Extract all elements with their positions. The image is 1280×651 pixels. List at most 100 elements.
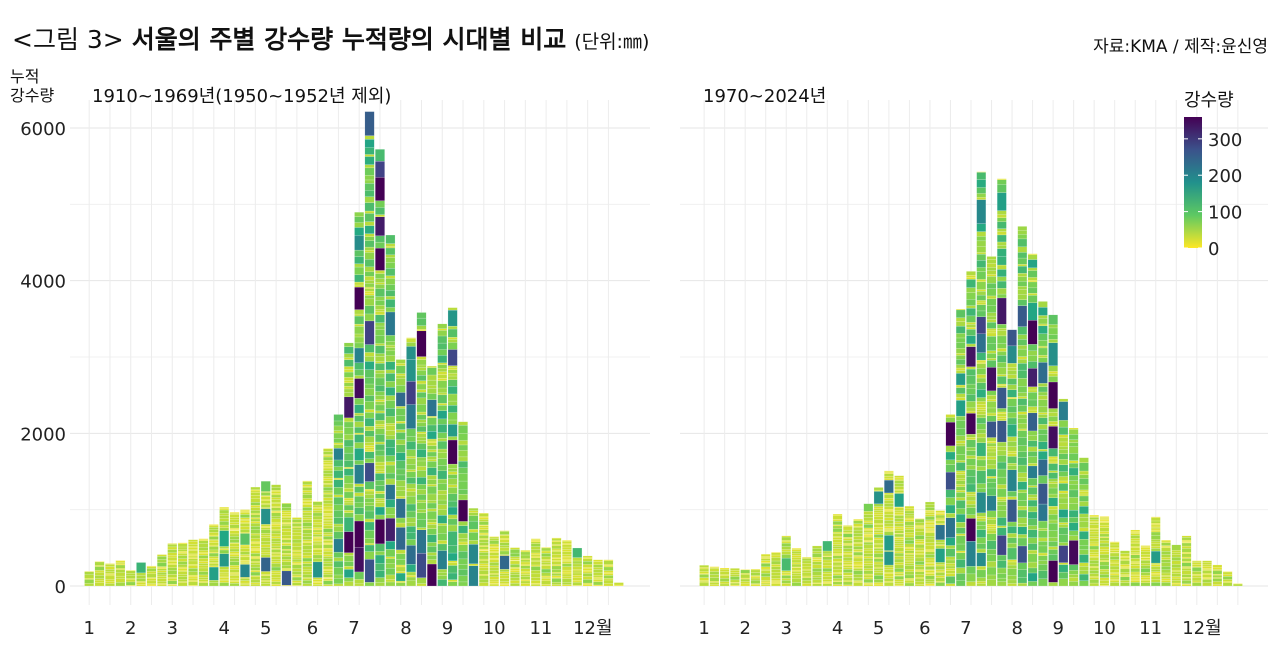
bar-segment xyxy=(945,445,956,453)
bar-segment xyxy=(1161,550,1171,555)
bar-week-14 xyxy=(832,513,843,587)
bar-segment xyxy=(1017,577,1028,584)
bar-segment xyxy=(292,522,302,527)
bar-segment xyxy=(1099,577,1110,581)
bar-segment xyxy=(354,375,365,379)
x-tick-label: 11 xyxy=(529,618,552,639)
bar-segment xyxy=(1130,582,1141,587)
bar-segment xyxy=(333,557,344,562)
bar-segment xyxy=(822,562,833,566)
bar-segment xyxy=(572,547,583,558)
bar-segment xyxy=(1017,534,1028,539)
bar-segment xyxy=(271,545,281,549)
bar-segment xyxy=(458,538,468,543)
bar-segment xyxy=(1120,564,1130,567)
bar-segment xyxy=(945,556,956,561)
bar-segment xyxy=(323,550,333,555)
bar-segment xyxy=(229,567,240,570)
bar-segment xyxy=(177,564,188,568)
bar-segment xyxy=(312,508,323,511)
bar-segment xyxy=(894,492,904,494)
bar-segment xyxy=(364,383,375,389)
bar-segment xyxy=(478,527,489,530)
bar-segment xyxy=(427,449,437,453)
bar-segment xyxy=(240,584,250,587)
bar-segment xyxy=(884,492,894,495)
bar-segment xyxy=(354,583,365,587)
bar-segment xyxy=(1027,355,1038,362)
bar-segment xyxy=(240,511,250,513)
bar-segment xyxy=(1150,564,1161,567)
bar-segment xyxy=(250,521,261,524)
bar-segment xyxy=(853,574,863,578)
bar-segment xyxy=(281,570,292,586)
bar-segment xyxy=(1171,569,1182,572)
bar-segment xyxy=(1140,572,1151,576)
bar-segment xyxy=(364,135,375,140)
bar-segment xyxy=(853,568,863,571)
bar-segment xyxy=(499,571,510,574)
bar-segment xyxy=(427,475,437,480)
bar-segment xyxy=(894,527,904,531)
bar-segment xyxy=(1109,573,1120,576)
bar-segment xyxy=(125,579,136,583)
bar-segment xyxy=(375,471,385,474)
bar-segment xyxy=(530,546,541,550)
bar-week-8 xyxy=(771,551,781,587)
bar-segment xyxy=(781,550,792,555)
bar-segment xyxy=(997,178,1007,180)
bar-segment xyxy=(302,494,313,499)
bar-segment xyxy=(219,521,230,526)
bar-segment xyxy=(593,581,603,586)
bar-segment xyxy=(354,486,365,493)
bar-segment xyxy=(1089,577,1099,580)
bar-segment xyxy=(925,554,935,558)
bar-segment xyxy=(884,517,894,521)
bar-segment xyxy=(884,511,894,515)
bar-segment xyxy=(863,568,874,571)
bar-week-37 xyxy=(1068,427,1079,587)
bar-segment xyxy=(1089,549,1099,553)
bar-segment xyxy=(603,579,614,584)
bar-segment xyxy=(375,149,385,162)
bar-segment xyxy=(271,487,281,491)
bar-segment xyxy=(1130,546,1141,548)
bar-segment xyxy=(427,508,437,512)
bar-segment xyxy=(1222,582,1233,587)
bar-segment xyxy=(427,467,437,476)
bar-segment xyxy=(853,582,863,587)
bar-segment xyxy=(354,483,365,487)
bar-segment xyxy=(914,578,925,582)
bar-segment xyxy=(945,583,956,587)
bar-segment xyxy=(832,533,843,537)
bar-segment xyxy=(146,568,157,572)
bar-segment xyxy=(730,574,740,577)
bar-segment xyxy=(843,584,853,587)
bar-segment xyxy=(853,526,863,528)
bar-segment xyxy=(955,317,966,322)
bar-segment xyxy=(364,490,375,495)
bar-segment xyxy=(1099,569,1110,572)
bar-segment xyxy=(1130,571,1141,575)
bar-segment xyxy=(333,466,344,471)
bar-segment xyxy=(863,536,874,541)
bar-week-7 xyxy=(146,565,157,587)
bar-segment xyxy=(603,583,614,587)
bar-segment xyxy=(1068,484,1079,491)
bar-segment xyxy=(416,527,427,530)
bar-segment xyxy=(1048,483,1058,489)
bar-segment xyxy=(925,514,935,517)
bar-segment xyxy=(904,550,915,554)
bar-segment xyxy=(271,548,281,550)
bar-segment xyxy=(997,348,1007,352)
bar-segment xyxy=(416,375,427,381)
bar-segment xyxy=(167,567,178,571)
bar-segment xyxy=(260,581,271,584)
bar-segment xyxy=(1058,441,1069,447)
bar-segment xyxy=(1150,582,1161,587)
bar-segment xyxy=(271,583,281,587)
bar-segment xyxy=(1017,294,1028,300)
bar-segment xyxy=(884,514,894,518)
bar-week-2 xyxy=(709,566,720,587)
bar-segment xyxy=(499,555,510,570)
